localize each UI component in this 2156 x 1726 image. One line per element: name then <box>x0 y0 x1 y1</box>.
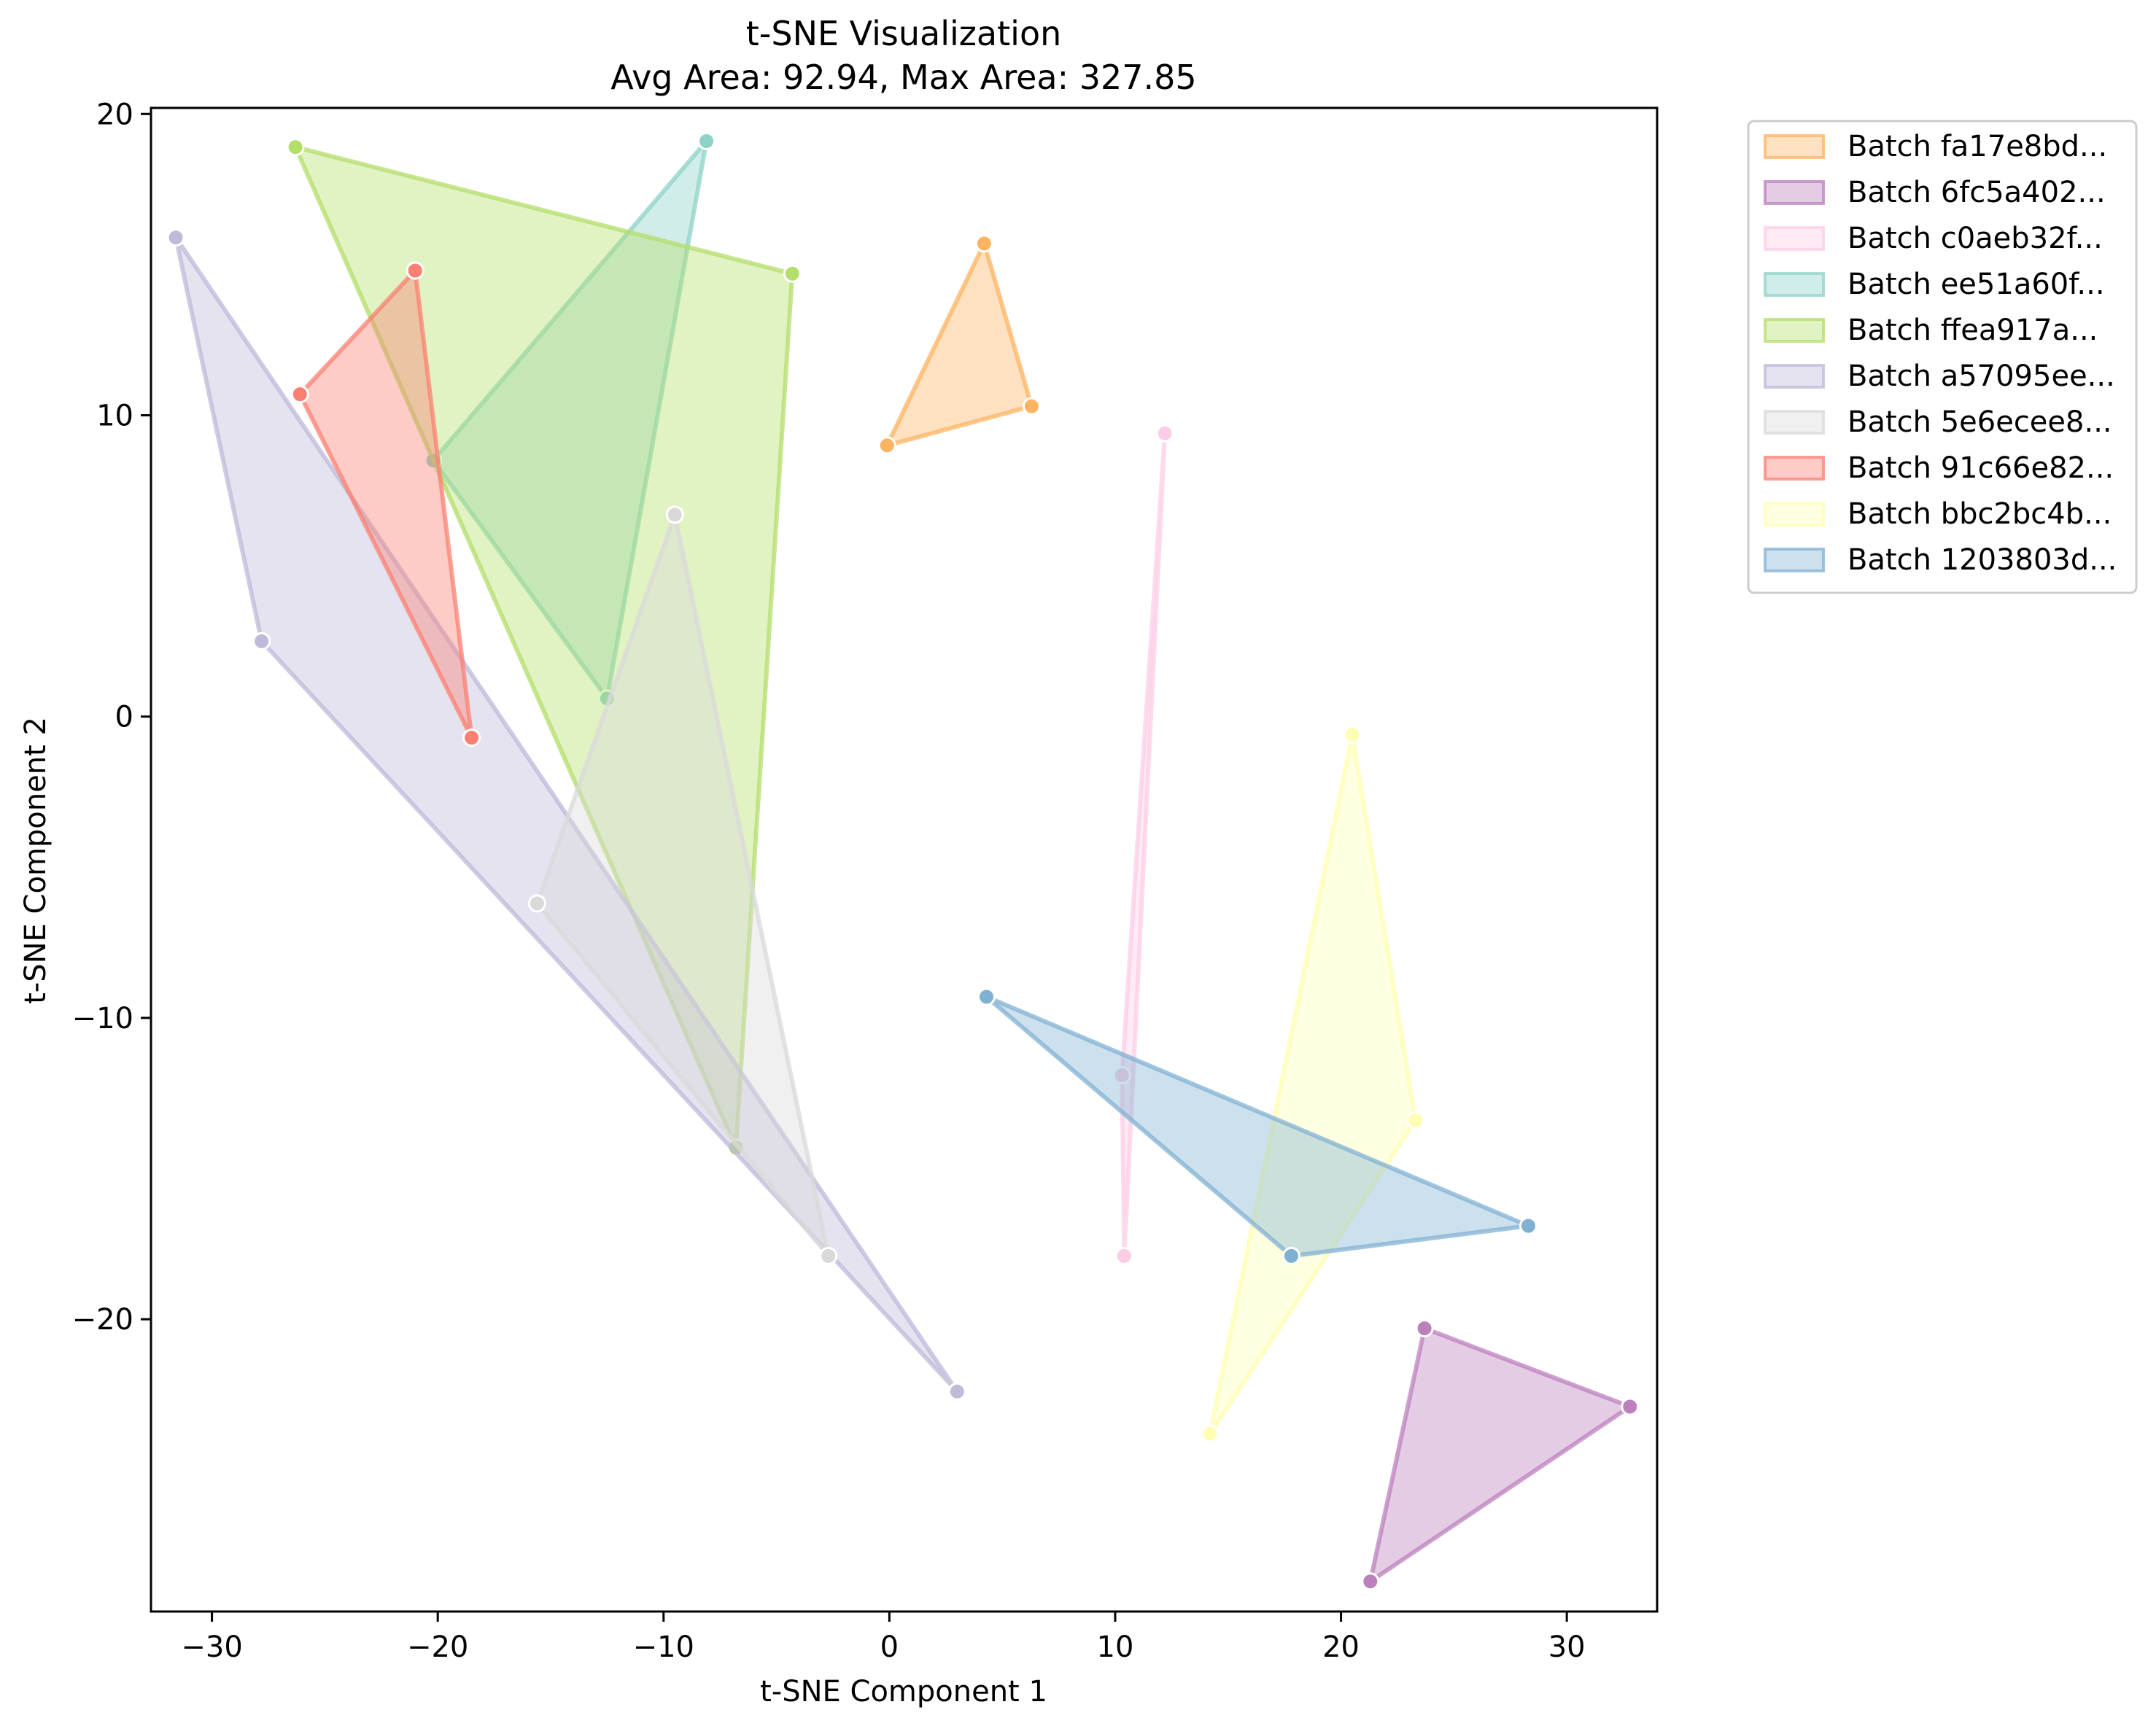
data-point <box>665 505 684 524</box>
legend-label: Batch a57095ee... <box>1847 359 2115 393</box>
data-point <box>286 138 305 157</box>
legend-label: Batch 1203803d... <box>1847 543 2117 577</box>
legend-item: Batch 5e6ecee8... <box>1764 405 2112 439</box>
legend-frame <box>1747 120 2138 594</box>
hull-polygon <box>293 144 795 1150</box>
data-point <box>1282 1246 1300 1265</box>
y-tick-label: −20 <box>72 1303 133 1337</box>
y-tick-label: 20 <box>96 98 133 131</box>
legend-item: Batch c0aeb32f... <box>1764 222 2103 255</box>
x-tick-label: 10 <box>1097 1630 1134 1664</box>
x-axis-label: t-SNE Component 1 <box>760 1675 1047 1708</box>
legend-item: Batch 91c66e82... <box>1764 451 2114 485</box>
data-point <box>697 132 716 150</box>
data-point <box>977 987 996 1006</box>
x-tick-label: −10 <box>633 1630 694 1664</box>
data-point <box>947 1382 966 1401</box>
hull-polygon <box>535 512 831 1259</box>
chart-subtitle: Avg Area: 92.94, Max Area: 327.85 <box>610 58 1196 97</box>
legend-swatch <box>1764 318 1825 343</box>
plot-frame <box>150 106 1659 1613</box>
data-point <box>1519 1216 1537 1235</box>
legend-swatch <box>1764 134 1825 159</box>
legend-item: Batch 6fc5a402... <box>1764 176 2106 209</box>
data-point <box>166 228 185 247</box>
legend-swatch <box>1764 456 1825 481</box>
x-tick-label: −20 <box>407 1630 468 1664</box>
hull-layer <box>166 132 1640 1591</box>
data-point <box>406 261 424 280</box>
legend-label: Batch ee51a60f... <box>1847 268 2105 301</box>
data-point <box>974 234 993 253</box>
data-point <box>1343 726 1362 744</box>
series-8 <box>290 261 481 747</box>
legend-label: Batch 91c66e82... <box>1847 451 2114 485</box>
legend-swatch <box>1764 548 1825 572</box>
series-7 <box>527 505 838 1265</box>
data-point <box>1155 424 1174 443</box>
legend-item: Batch ee51a60f... <box>1764 268 2105 301</box>
legend-item: Batch fa17e8bd... <box>1764 130 2107 163</box>
data-point <box>1114 1246 1133 1265</box>
x-tick-label: 30 <box>1548 1630 1586 1664</box>
data-point <box>783 264 802 283</box>
y-tick-label: 0 <box>115 701 133 734</box>
legend-item: Batch bbc2bc4b... <box>1764 497 2112 531</box>
legend-label: Batch c0aeb32f... <box>1847 222 2103 255</box>
data-point <box>462 728 481 747</box>
y-tick-label: 10 <box>96 399 133 432</box>
hull-polygon <box>1368 1326 1632 1584</box>
legend-swatch <box>1764 180 1825 205</box>
hull-polygon <box>1208 732 1418 1437</box>
data-point <box>527 894 546 913</box>
chart-title: t-SNE Visualization <box>746 14 1062 53</box>
legend-label: Batch 6fc5a402... <box>1847 176 2106 209</box>
hull-polygon <box>298 268 474 740</box>
data-point <box>1022 397 1041 416</box>
x-tick-label: 0 <box>880 1630 899 1664</box>
data-point <box>1406 1111 1425 1130</box>
legend-label: Batch 5e6ecee8... <box>1847 405 2112 439</box>
data-point <box>290 385 309 404</box>
hull-polygon <box>984 995 1531 1259</box>
data-point <box>819 1246 838 1265</box>
legend: Batch fa17e8bd... Batch 6fc5a402... Batch … <box>1747 120 2138 594</box>
series-4 <box>424 132 716 708</box>
legend-label: Batch ffea917a... <box>1847 314 2098 347</box>
data-point <box>1621 1397 1640 1416</box>
legend-swatch <box>1764 502 1825 526</box>
series-9 <box>1201 726 1425 1443</box>
hull-polygon <box>431 139 709 701</box>
series-10 <box>977 987 1537 1265</box>
y-tick-label: −10 <box>72 1002 133 1035</box>
series-3 <box>1112 424 1174 1265</box>
y-axis-label: t-SNE Component 2 <box>19 717 53 1004</box>
legend-swatch <box>1764 410 1825 435</box>
legend-label: Batch bbc2bc4b... <box>1847 497 2112 531</box>
legend-swatch <box>1764 364 1825 389</box>
legend-item: Batch a57095ee... <box>1764 359 2115 393</box>
data-point <box>252 631 271 650</box>
legend-label: Batch fa17e8bd... <box>1847 130 2107 163</box>
x-tick-label: 20 <box>1322 1630 1360 1664</box>
data-point <box>877 436 896 455</box>
hull-polygon <box>1120 431 1168 1259</box>
series-2 <box>1361 1319 1640 1591</box>
series-5 <box>286 138 802 1157</box>
data-point <box>1361 1572 1380 1591</box>
legend-item: Batch ffea917a... <box>1764 314 2098 347</box>
legend-swatch <box>1764 226 1825 251</box>
legend-item: Batch 1203803d... <box>1764 543 2117 577</box>
axis-ticks: −30 −20 −10 0 10 20 30 −20 −10 0 10 20 <box>72 98 1586 1664</box>
legend-swatch <box>1764 272 1825 297</box>
hull-polygon <box>885 241 1034 448</box>
data-point <box>1415 1319 1434 1338</box>
data-point <box>1201 1424 1219 1443</box>
x-tick-label: −30 <box>181 1630 242 1664</box>
series-1 <box>877 234 1041 455</box>
data-point <box>1112 1066 1131 1084</box>
